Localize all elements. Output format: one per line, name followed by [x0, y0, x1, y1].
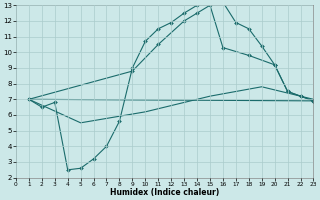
- X-axis label: Humidex (Indice chaleur): Humidex (Indice chaleur): [110, 188, 219, 197]
